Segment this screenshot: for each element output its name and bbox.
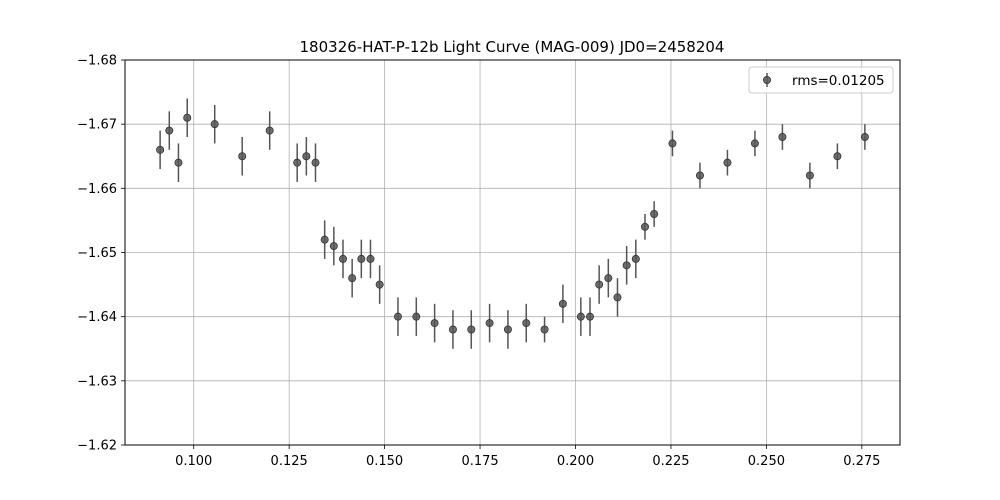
data-point bbox=[558, 299, 567, 308]
legend-entry-label: rms=0.01205 bbox=[792, 73, 885, 89]
data-point bbox=[622, 261, 631, 270]
data-point bbox=[338, 254, 347, 263]
data-point bbox=[320, 235, 329, 244]
data-point bbox=[329, 242, 338, 251]
x-tick-label: 0.200 bbox=[557, 454, 594, 469]
x-tick-label: 0.125 bbox=[271, 454, 308, 469]
x-tick-label: 0.250 bbox=[748, 454, 785, 469]
legend-box bbox=[748, 66, 894, 94]
data-point bbox=[640, 222, 649, 231]
data-point bbox=[650, 209, 659, 218]
legend: rms=0.01205 bbox=[748, 66, 894, 94]
y-tick-label: −1.65 bbox=[77, 246, 117, 261]
x-tick-label: 0.225 bbox=[652, 454, 689, 469]
y-tick-label: −1.64 bbox=[77, 310, 117, 325]
data-points bbox=[156, 98, 869, 349]
data-point bbox=[393, 312, 402, 321]
data-point bbox=[412, 312, 421, 321]
y-axis: −1.68 −1.67 −1.66 −1.65 −1.64 −1.63 −1.62 bbox=[77, 54, 125, 454]
data-point bbox=[293, 158, 302, 167]
data-point bbox=[302, 152, 311, 161]
data-point bbox=[375, 280, 384, 289]
y-tick-label: −1.63 bbox=[77, 374, 117, 389]
data-point bbox=[156, 145, 165, 154]
data-point bbox=[540, 325, 549, 334]
y-tick-label: −1.67 bbox=[77, 118, 117, 133]
y-tick-label: −1.68 bbox=[77, 54, 117, 69]
data-point bbox=[586, 312, 595, 321]
data-point bbox=[366, 254, 375, 263]
x-tick-label: 0.275 bbox=[843, 454, 880, 469]
data-point bbox=[210, 120, 219, 129]
data-point bbox=[265, 126, 274, 135]
data-point bbox=[165, 126, 174, 135]
legend-point-marker bbox=[763, 76, 772, 85]
data-point bbox=[860, 132, 869, 141]
x-tick-label: 0.175 bbox=[461, 454, 498, 469]
y-tick-label: −1.66 bbox=[77, 182, 117, 197]
data-point bbox=[723, 158, 732, 167]
data-point bbox=[613, 293, 622, 302]
data-point bbox=[467, 325, 476, 334]
x-axis: 0.100 0.125 0.150 0.175 0.200 0.225 0.250 0.275 bbox=[175, 445, 880, 469]
data-point bbox=[750, 139, 759, 148]
data-point bbox=[805, 171, 814, 180]
data-point bbox=[576, 312, 585, 321]
data-point bbox=[183, 113, 192, 122]
chart-title: 180326-HAT-P-12b Light Curve (MAG-009) J… bbox=[300, 38, 725, 56]
data-point bbox=[430, 319, 439, 328]
data-point bbox=[311, 158, 320, 167]
data-point bbox=[357, 254, 366, 263]
x-tick-label: 0.100 bbox=[175, 454, 212, 469]
data-point bbox=[595, 280, 604, 289]
data-point bbox=[668, 139, 677, 148]
data-point bbox=[238, 152, 247, 161]
data-point bbox=[631, 254, 640, 263]
grid-lines bbox=[125, 59, 900, 446]
data-point bbox=[695, 171, 704, 180]
data-point bbox=[448, 325, 457, 334]
data-point bbox=[522, 319, 531, 328]
data-point bbox=[174, 158, 183, 167]
data-point bbox=[503, 325, 512, 334]
x-tick-label: 0.150 bbox=[366, 454, 403, 469]
data-point bbox=[604, 274, 613, 283]
y-tick-label: −1.62 bbox=[77, 439, 117, 454]
data-point bbox=[778, 132, 787, 141]
data-point bbox=[485, 319, 494, 328]
data-point bbox=[833, 152, 842, 161]
data-point bbox=[348, 274, 357, 283]
